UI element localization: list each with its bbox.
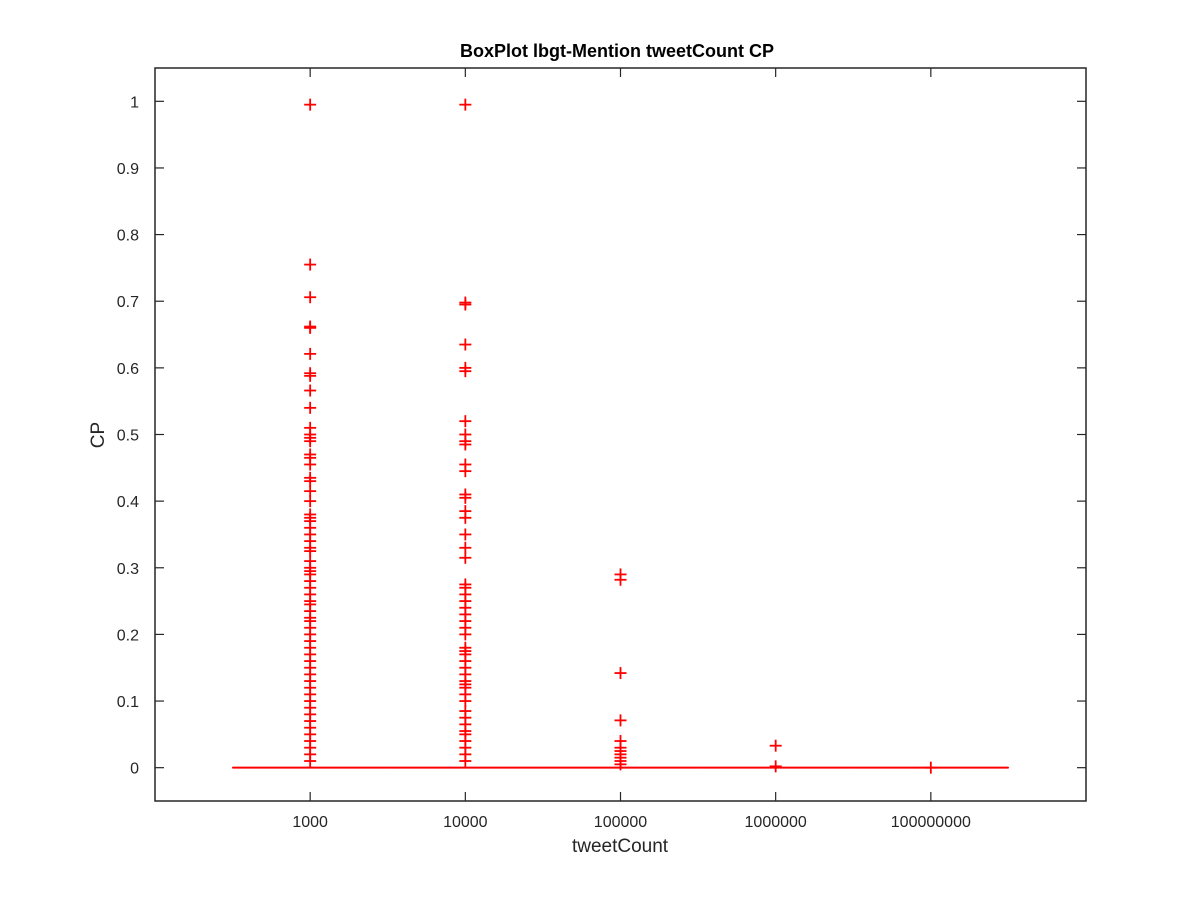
box-group-10000 <box>387 98 544 769</box>
plot-area <box>155 68 1086 801</box>
outlier-point <box>304 369 317 382</box>
outlier-point <box>304 384 317 397</box>
y-tick-label: 0.6 <box>117 361 139 378</box>
y-tick-label: 0 <box>130 761 139 778</box>
outlier-point <box>459 528 472 541</box>
outlier-point <box>614 758 627 771</box>
box-series <box>231 98 1010 774</box>
y-tick-label: 0.7 <box>117 294 139 311</box>
outlier-point <box>459 511 472 524</box>
y-tick-label: 0.5 <box>117 428 139 445</box>
outlier-point <box>459 438 472 451</box>
outlier-point <box>459 98 472 111</box>
x-tick-label: 1000 <box>292 814 328 831</box>
outlier-point <box>459 491 472 504</box>
y-tick-label: 1 <box>130 94 139 111</box>
outlier-point <box>459 551 472 564</box>
x-tick-label: 10000 <box>443 814 488 831</box>
y-tick-label: 0.4 <box>117 494 139 511</box>
y-tick-label: 0.8 <box>117 228 139 245</box>
outlier-point <box>614 573 627 586</box>
outlier-point <box>614 714 627 727</box>
outlier-point <box>459 365 472 378</box>
y-tick-label: 0.1 <box>117 694 139 711</box>
y-axis-label: CP <box>88 422 109 448</box>
outlier-point <box>769 739 782 752</box>
outlier-point <box>304 321 317 334</box>
outlier-point <box>614 667 627 680</box>
chart-title: BoxPlot lbgt-Mention tweetCount CP <box>460 41 774 61</box>
y-axis: 0 0.1 0.2 0.3 0.4 0.5 0.6 0.7 0.8 0.9 1 <box>117 94 1086 778</box>
outlier-point <box>924 761 937 774</box>
x-tick-label: 1000000 <box>745 814 807 831</box>
outlier-point <box>304 291 317 304</box>
x-tick-label: 100000000 <box>891 814 971 831</box>
outlier-point <box>304 458 317 471</box>
box-group-1000 <box>231 98 389 769</box>
outlier-point <box>304 347 317 360</box>
outlier-point <box>459 298 472 311</box>
y-tick-label: 0.2 <box>117 627 139 644</box>
y-tick-label: 0.9 <box>117 161 139 178</box>
plot-frame <box>154 67 1087 802</box>
outlier-point <box>459 415 472 428</box>
outlier-point <box>459 755 472 768</box>
outlier-point <box>304 495 317 508</box>
x-axis: 1000 10000 100000 1000000 100000000 <box>292 68 971 831</box>
y-tick-label: 0.3 <box>117 561 139 578</box>
x-tick-label: 100000 <box>594 814 647 831</box>
outlier-point <box>304 98 317 111</box>
outlier-point <box>459 338 472 351</box>
outlier-point <box>304 755 317 768</box>
outlier-point <box>459 628 472 641</box>
outlier-point <box>304 435 317 448</box>
outlier-point <box>459 465 472 478</box>
box-group-100000 <box>542 568 699 771</box>
x-axis-label: tweetCount <box>572 836 669 857</box>
outlier-point <box>304 401 317 414</box>
outlier-point <box>769 760 782 773</box>
outlier-point <box>304 258 317 271</box>
box-group-100000000 <box>852 761 1010 774</box>
